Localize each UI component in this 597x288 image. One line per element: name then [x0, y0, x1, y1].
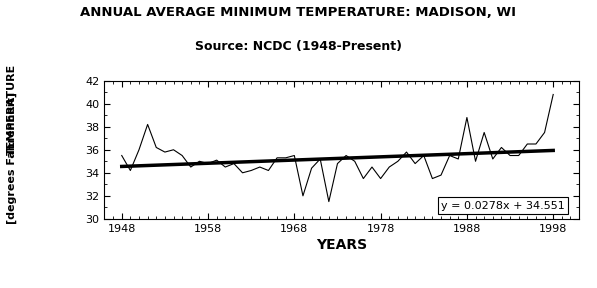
Text: y = 0.0278x + 34.551: y = 0.0278x + 34.551 [441, 200, 565, 211]
Text: TEMPERATURE: TEMPERATURE [7, 64, 17, 155]
Text: ANNUAL AVERAGE MINIMUM TEMPERATURE: MADISON, WI: ANNUAL AVERAGE MINIMUM TEMPERATURE: MADI… [81, 6, 516, 19]
Text: Source: NCDC (1948-Present): Source: NCDC (1948-Present) [195, 40, 402, 53]
Text: [degrees Fahrenheit]: [degrees Fahrenheit] [7, 92, 17, 224]
X-axis label: YEARS: YEARS [316, 238, 367, 252]
